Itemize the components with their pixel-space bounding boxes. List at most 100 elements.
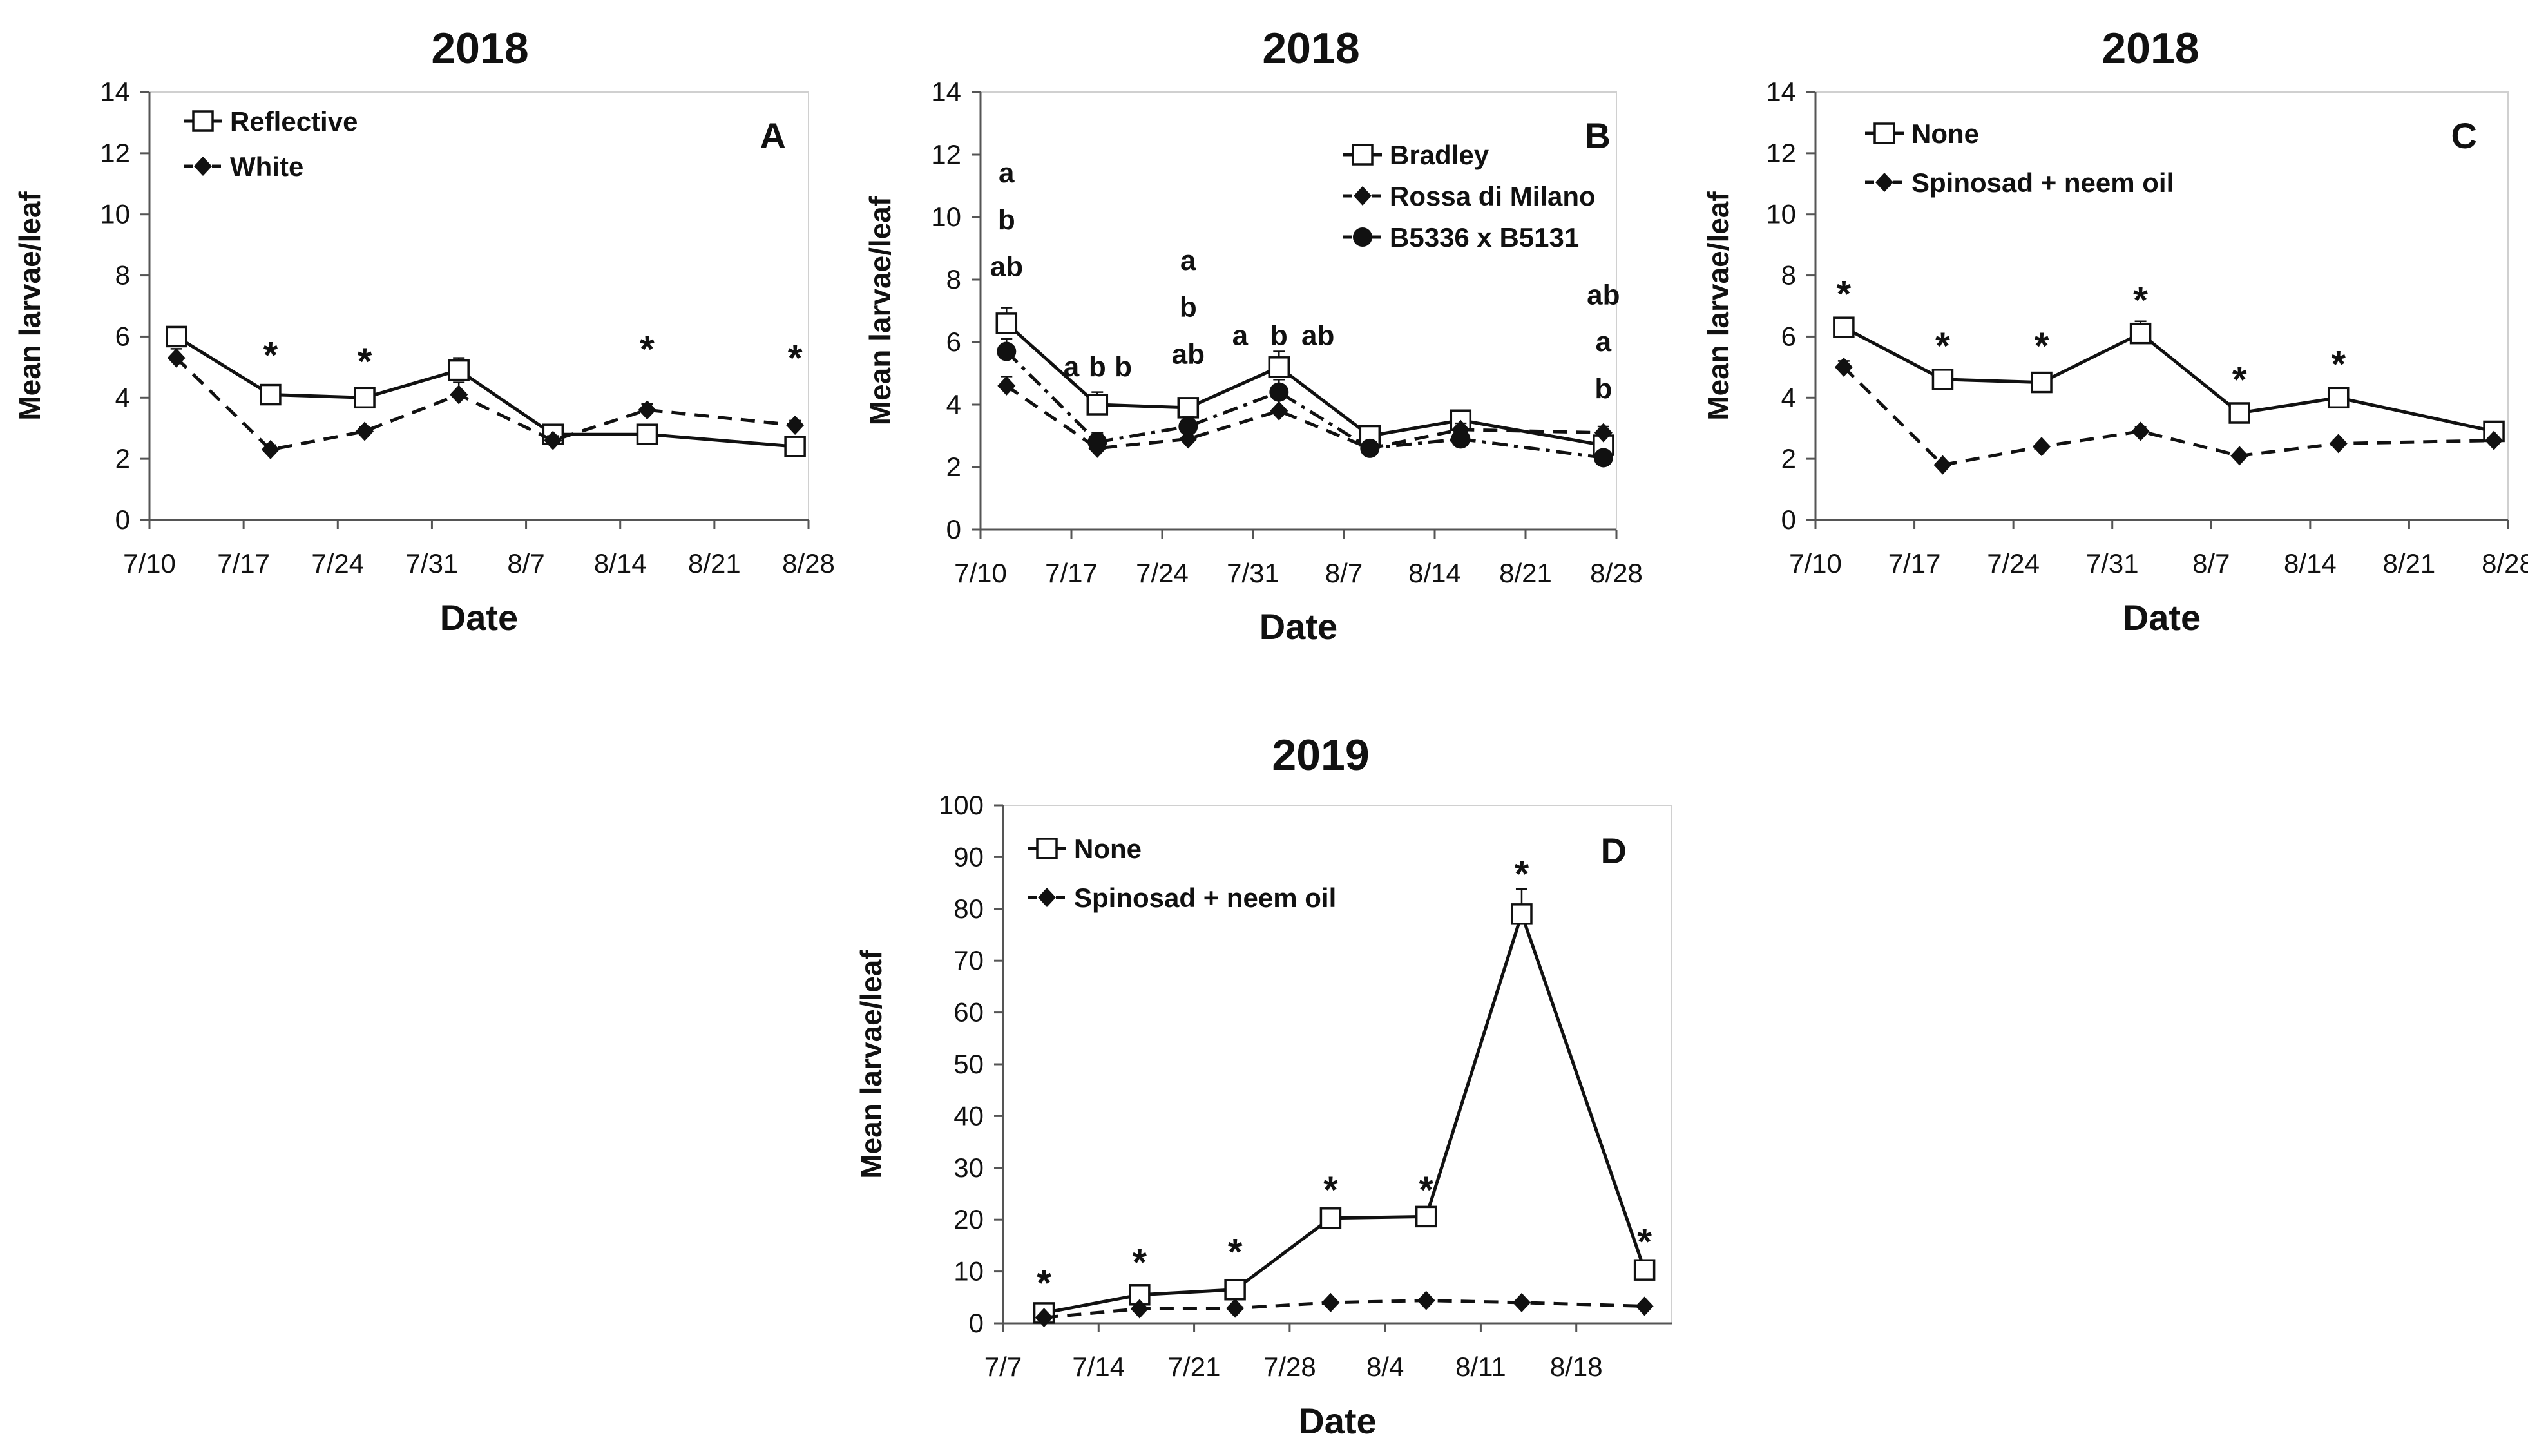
annotation: * <box>1228 1231 1243 1273</box>
data-point <box>1269 382 1289 402</box>
annotation: a <box>1180 245 1196 276</box>
y-tick-label: 10 <box>1766 199 1796 229</box>
annotation: * <box>2232 359 2247 401</box>
data-point <box>1633 1259 1656 1281</box>
x-tick-label: 8/28 <box>1590 558 1643 588</box>
legend-label: None <box>1911 119 1979 149</box>
y-tick-label: 14 <box>931 77 961 107</box>
annotation: * <box>1515 853 1529 895</box>
x-tick-label: 8/28 <box>782 548 835 579</box>
y-tick-label: 4 <box>1781 382 1796 412</box>
x-tick-label: 8/11 <box>1455 1352 1506 1382</box>
data-point <box>1087 432 1107 452</box>
panel-letter: D <box>1601 830 1627 871</box>
legend-label: Bradley <box>1390 140 1489 170</box>
annotation: * <box>1637 1221 1652 1263</box>
data-point <box>995 312 1018 334</box>
data-point <box>1224 1278 1246 1301</box>
x-tick-label: 7/17 <box>217 548 270 579</box>
annotation: ab <box>1587 279 1620 311</box>
chart-title: 2018 <box>431 24 528 73</box>
annotation: b <box>1089 351 1106 383</box>
data-point <box>1834 357 1853 377</box>
series-1 <box>167 348 805 459</box>
y-tick-label: 6 <box>115 321 130 351</box>
annotation: * <box>2331 344 2346 386</box>
y-tick-label: 6 <box>946 327 961 357</box>
y-tick-label: 4 <box>115 382 130 412</box>
legend-marker <box>1036 838 1058 859</box>
series-0 <box>1033 888 1656 1324</box>
data-point <box>1512 1292 1531 1312</box>
annotation: a <box>1064 351 1080 383</box>
legend-label: Reflective <box>230 106 358 137</box>
legend-marker <box>1353 227 1372 247</box>
chart-panel-b: 2018 Date Mean larvae/leaf B 0 2 4 6 8 10 12 14 7/10… <box>863 24 1643 647</box>
y-axis-label: Mean larvae/leaf <box>854 950 888 1179</box>
annotation: * <box>1323 1169 1338 1211</box>
chart-panel-a: 2018 Date Mean larvae/leaf A 0 2 4 6 8 10 12 14 7/10… <box>13 24 835 638</box>
y-tick-label: 2 <box>1781 443 1796 474</box>
y-tick-label: 10 <box>931 202 961 232</box>
x-tick-label: 7/10 <box>123 548 176 579</box>
data-point <box>2485 430 2504 450</box>
data-point <box>1931 369 1954 390</box>
annotation: * <box>1037 1263 1051 1305</box>
legend-label: None <box>1074 834 1142 864</box>
annotation: a <box>1596 326 1612 358</box>
x-tick-label: 7/10 <box>954 558 1007 588</box>
y-tick-label: 90 <box>953 841 984 872</box>
data-point <box>260 383 282 406</box>
series-0 <box>166 325 806 457</box>
x-tick-label: 8/28 <box>2482 548 2528 579</box>
data-point <box>450 385 468 405</box>
y-tick-label: 14 <box>100 77 130 107</box>
annotation: * <box>1133 1241 1147 1283</box>
y-tick-label: 8 <box>946 264 961 294</box>
series-1 <box>1834 357 2504 475</box>
data-point <box>1594 423 1613 443</box>
y-tick-label: 0 <box>115 504 130 535</box>
x-tick-label: 8/14 <box>594 548 647 579</box>
x-tick-label: 8/21 <box>2383 548 2436 579</box>
y-tick-label: 12 <box>931 139 961 169</box>
y-tick-label: 70 <box>953 945 984 975</box>
legend-marker <box>1352 144 1374 166</box>
data-point <box>1270 401 1288 421</box>
y-tick-label: 8 <box>115 260 130 291</box>
legend-marker <box>1038 888 1056 907</box>
series-2 <box>997 338 1613 468</box>
chart-title: 2018 <box>2102 24 2199 73</box>
annotation: * <box>263 334 278 376</box>
data-point <box>1451 429 1471 449</box>
annotation: * <box>788 338 803 379</box>
data-point <box>166 325 187 348</box>
y-tick-label: 40 <box>953 1100 984 1131</box>
data-point <box>1130 1299 1149 1319</box>
x-tick-label: 7/17 <box>1888 548 1941 579</box>
data-point <box>1035 1308 1053 1328</box>
legend-marker <box>1875 173 1893 192</box>
annotation: ab <box>1301 320 1334 351</box>
data-point <box>1415 1205 1437 1228</box>
data-point <box>997 341 1017 361</box>
data-point <box>2033 437 2051 457</box>
legend-marker <box>192 110 214 132</box>
data-point <box>1933 455 1952 475</box>
annotation: * <box>2133 280 2148 321</box>
x-tick-label: 7/28 <box>1263 1352 1316 1382</box>
legend-marker <box>194 157 212 176</box>
legend-label: B5336 x B5131 <box>1390 222 1579 253</box>
data-point <box>448 359 470 381</box>
x-tick-label: 8/14 <box>2284 548 2337 579</box>
legend-label: Spinosad + neem oil <box>1911 168 2174 198</box>
data-point <box>2129 322 2152 345</box>
data-point <box>638 400 656 420</box>
data-point <box>1593 448 1613 468</box>
x-tick-label: 7/10 <box>1789 548 1842 579</box>
x-axis-label: Date <box>440 597 518 638</box>
data-point <box>2228 402 2250 424</box>
x-tick-label: 8/4 <box>1366 1352 1404 1382</box>
annotation: b <box>1270 320 1288 351</box>
data-point <box>636 423 658 445</box>
